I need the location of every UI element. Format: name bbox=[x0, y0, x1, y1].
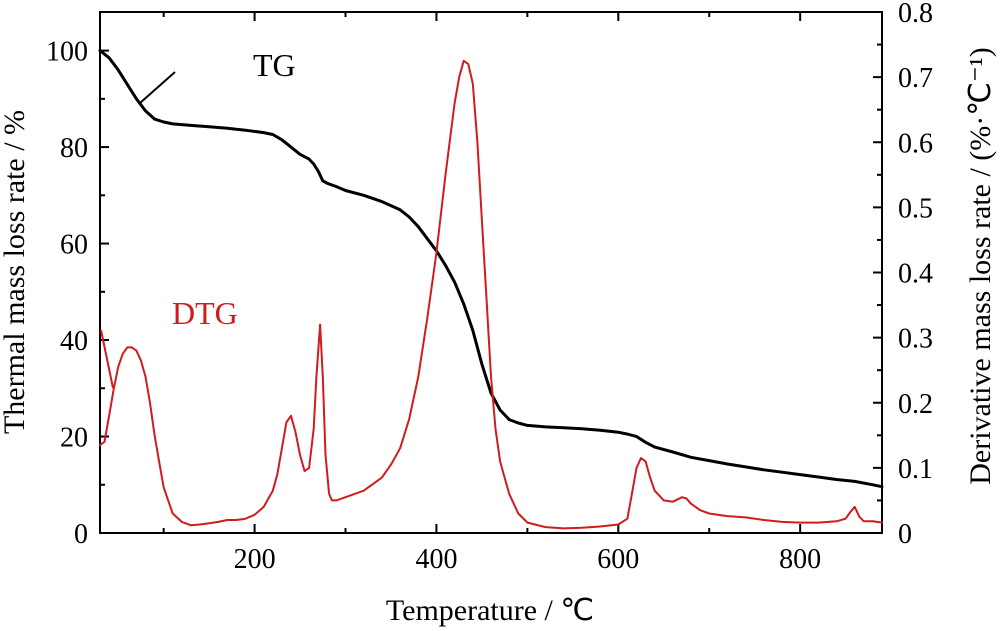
right-y-tick-label: 0.2 bbox=[898, 389, 933, 420]
left-y-tick-label: 100 bbox=[46, 37, 88, 68]
left-y-tick-label: 60 bbox=[60, 230, 88, 261]
right-y-tick-label: 0.5 bbox=[898, 193, 933, 224]
left-y-tick-label: 40 bbox=[60, 326, 88, 357]
plot-border bbox=[99, 11, 883, 534]
label-pointers bbox=[100, 71, 176, 389]
series-lines bbox=[98, 49, 884, 530]
plot-frame bbox=[99, 11, 883, 534]
left-y-tick-label: 20 bbox=[60, 423, 88, 454]
right-y-axis-ticks: 0 0.1 0.2 0.3 0.4 0.5 0.6 0.7 0.8 bbox=[873, 0, 933, 550]
left-y-tick-label: 80 bbox=[60, 133, 88, 164]
tg-series-label: TG bbox=[253, 47, 296, 83]
right-y-tick-label: 0.1 bbox=[898, 454, 933, 485]
x-tick-label: 400 bbox=[415, 544, 457, 575]
right-y-tick-label: 0.6 bbox=[898, 128, 933, 159]
left-y-axis-title: Thermal mass loss rate / % bbox=[0, 110, 31, 434]
dtg-series-label: DTG bbox=[172, 295, 238, 331]
x-tick-label: 800 bbox=[779, 544, 821, 575]
left-y-tick-label: 0 bbox=[74, 519, 88, 550]
left-y-axis-ticks: 0 20 40 60 80 100 bbox=[46, 37, 109, 550]
right-y-tick-label: 0 bbox=[898, 519, 912, 550]
right-y-tick-label: 0.8 bbox=[898, 0, 933, 29]
x-axis-ticks: 200 400 600 800 bbox=[162, 12, 821, 575]
x-tick-label: 600 bbox=[597, 544, 639, 575]
dtg-series-line bbox=[99, 59, 883, 530]
x-axis-title: Temperature / ℃ bbox=[386, 594, 594, 627]
tg-label-pointer bbox=[139, 71, 176, 104]
right-y-tick-label: 0.7 bbox=[898, 63, 933, 94]
dtg-label-pointer bbox=[100, 329, 114, 389]
right-y-tick-label: 0.4 bbox=[898, 259, 933, 290]
x-tick-label: 200 bbox=[234, 544, 276, 575]
tg-series-line bbox=[98, 49, 884, 489]
right-y-axis-title: Derivative mass loss rate / (%·℃⁻¹) bbox=[964, 47, 997, 485]
right-y-tick-label: 0.3 bbox=[898, 324, 933, 355]
